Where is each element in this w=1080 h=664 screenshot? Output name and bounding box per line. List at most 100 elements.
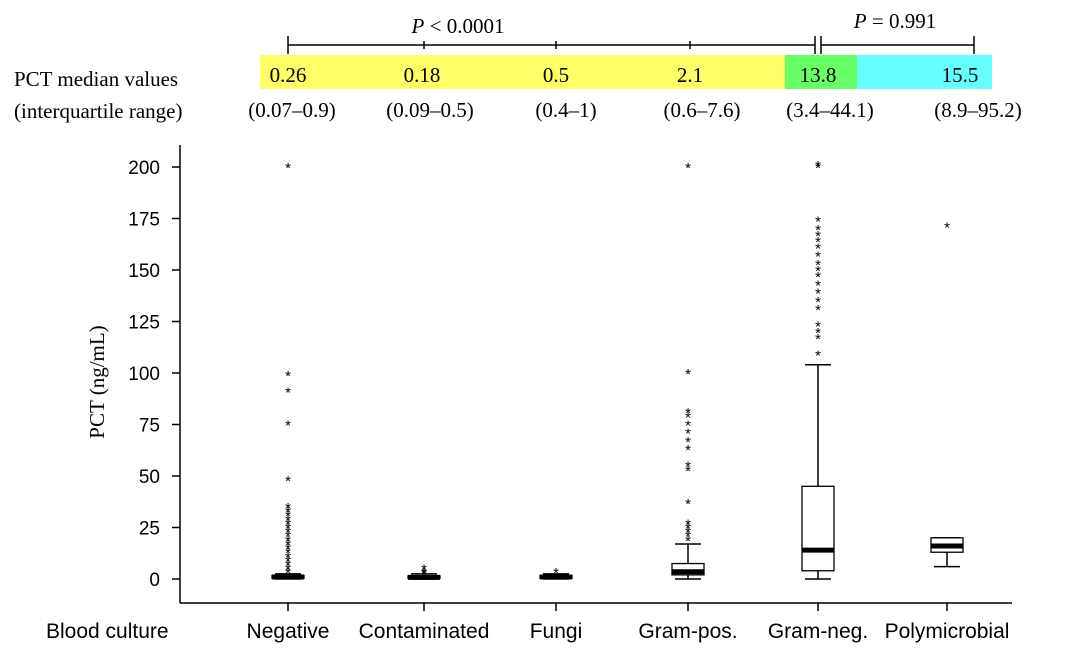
y-tick-label: 200: [128, 158, 160, 179]
p-value-left-text: < 0.0001: [424, 14, 504, 38]
outlier-point: *: [815, 240, 821, 257]
outlier-point: *: [285, 553, 291, 570]
outlier-point: *: [685, 418, 691, 435]
outlier-point: *: [285, 545, 291, 562]
outlier-point: *: [815, 286, 821, 303]
x-axis-ticks: Negative Contaminated Fungi Gram-pos. Gram-n…: [247, 603, 1010, 643]
outlier-point: *: [815, 347, 821, 364]
outlier-point: *: [285, 508, 291, 525]
y-tick-label: 175: [128, 210, 160, 231]
outlier-point: *: [815, 158, 821, 175]
outlier-point: *: [285, 418, 291, 435]
outlier-point: *: [285, 500, 291, 517]
y-tick-label: 125: [128, 313, 160, 334]
p-value-right-symbol: P: [853, 9, 867, 33]
iqr-value: (3.4–44.1): [786, 98, 874, 122]
outlier-point: *: [944, 220, 950, 237]
band-segment-green: [785, 55, 857, 89]
outlier-point: *: [815, 257, 821, 274]
outlier-point: *: [815, 302, 821, 319]
outlier-point: *: [285, 521, 291, 538]
iqr-value: (0.4–1): [535, 98, 596, 122]
outlier-point: *: [685, 405, 691, 422]
comparison-bracket-left: [287, 36, 816, 54]
box-plot-5: *: [930, 220, 964, 568]
iqr-value: (0.09–0.5): [386, 98, 474, 122]
outlier-point: *: [685, 521, 691, 538]
outlier-point: *: [685, 160, 691, 177]
outlier-point: *: [285, 541, 291, 558]
outlier-point: *: [421, 566, 427, 583]
outlier-point: *: [685, 442, 691, 459]
p-value-right-text: = 0.991: [867, 9, 937, 33]
outlier-point: *: [553, 565, 559, 582]
median-values: 0.26 0.18 0.5 2.1 13.8 15.5: [270, 63, 979, 87]
median-value: 2.1: [677, 63, 703, 87]
median-row-label: PCT median values: [14, 67, 178, 91]
outlier-point: *: [685, 529, 691, 546]
outlier-point: *: [685, 459, 691, 476]
y-tick-label: 100: [128, 364, 160, 385]
x-tick-label: Gram-neg.: [768, 620, 868, 643]
x-tick-label: Polymicrobial: [885, 620, 1010, 643]
x-tick-label: Fungi: [530, 620, 583, 643]
outlier-point: *: [285, 529, 291, 546]
box-plots: ********************** *** ***************…: [271, 158, 964, 583]
outlier-point: *: [285, 368, 291, 385]
iqr-value: (8.9–95.2): [934, 98, 1022, 122]
outlier-point: *: [815, 269, 821, 286]
median-values-band: [260, 55, 992, 89]
outlier-point: *: [815, 325, 821, 342]
p-value-left-symbol: P: [411, 14, 425, 38]
outlier-point: *: [685, 434, 691, 451]
x-tick-label: Gram-pos.: [638, 620, 737, 643]
y-axis-title: PCT (ng/mL): [85, 325, 109, 438]
x-tick-label: Negative: [247, 620, 330, 643]
iqr-box: [671, 562, 705, 576]
outlier-point: *: [421, 565, 427, 582]
median-value: 15.5: [942, 63, 979, 87]
x-tick-label: Contaminated: [359, 620, 490, 643]
outlier-point: *: [285, 537, 291, 554]
outlier-point: *: [815, 331, 821, 348]
box-plot-0: **********************: [271, 160, 305, 582]
y-tick-label: 25: [139, 519, 160, 540]
outlier-point: *: [815, 277, 821, 294]
outlier-point: *: [685, 463, 691, 480]
outlier-point: *: [815, 214, 821, 231]
outlier-point: *: [285, 385, 291, 402]
outlier-point: *: [685, 426, 691, 443]
box-plot-3: ****************: [671, 160, 705, 580]
median-value: 0.18: [404, 63, 441, 87]
comparison-bracket-right: [820, 36, 975, 54]
median-value: 0.26: [270, 63, 307, 87]
outlier-point: *: [685, 496, 691, 513]
x-axis-title: Blood culture: [46, 620, 169, 643]
iqr-value: (0.07–0.9): [248, 98, 336, 122]
outlier-point: *: [685, 409, 691, 426]
iqr-values: (0.07–0.9) (0.09–0.5) (0.4–1) (0.6–7.6) (3.4…: [248, 98, 1022, 122]
outlier-point: *: [685, 525, 691, 542]
outlier-point: *: [285, 504, 291, 521]
median-value: 0.5: [543, 63, 569, 87]
outlier-point: *: [285, 565, 291, 582]
box-plot-1: ***: [407, 562, 441, 583]
outlier-point: *: [685, 533, 691, 550]
outlier-point: *: [285, 533, 291, 550]
outlier-point: *: [285, 516, 291, 533]
iqr-row-label: (interquartile range): [14, 99, 183, 123]
outlier-point: *: [285, 525, 291, 542]
outlier-point: *: [815, 228, 821, 245]
outlier-point: *: [815, 222, 821, 239]
outlier-point: *: [685, 516, 691, 533]
p-value-left: P < 0.0001: [411, 14, 505, 38]
outlier-point: *: [685, 366, 691, 383]
outlier-point: *: [815, 234, 821, 251]
median-value: 13.8: [800, 63, 837, 87]
band-segment-yellow: [260, 55, 785, 89]
outlier-point: *: [285, 549, 291, 566]
box-plot-4: *******************: [801, 158, 835, 580]
p-value-right: P = 0.991: [853, 9, 936, 33]
outlier-point: *: [285, 160, 291, 177]
